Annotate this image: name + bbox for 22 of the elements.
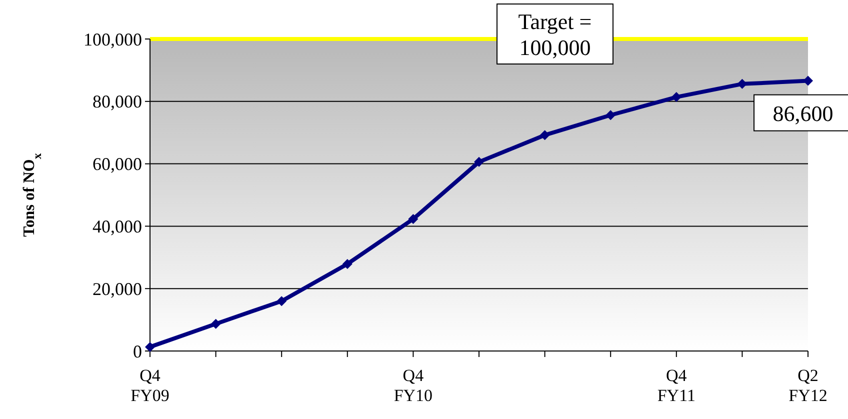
- point: [606, 110, 616, 120]
- point: [540, 130, 550, 140]
- y-tick-label: 20,000: [92, 278, 142, 299]
- x-tick-label: Q4 FY10: [394, 366, 433, 405]
- point: [145, 342, 155, 352]
- ref-line-label: Target = 100,000: [518, 9, 592, 60]
- point: [474, 156, 484, 167]
- point: [276, 296, 287, 306]
- x-tick-label: Q4 FY11: [657, 366, 696, 405]
- point: [342, 258, 352, 269]
- x-tick-label: Q2 FY12: [788, 366, 828, 405]
- y-tick-label: 40,000: [92, 216, 142, 236]
- y-tick-label: 0: [133, 341, 142, 362]
- point: [210, 318, 221, 329]
- point: [803, 76, 813, 86]
- y-tick-label: 60,000: [92, 154, 142, 174]
- x-tick-label: Q4 FY09: [130, 366, 170, 405]
- y-tick-label: 100,000: [84, 29, 142, 50]
- y-tick-label: 80,000: [92, 92, 142, 112]
- annotation: 86,600: [772, 100, 834, 126]
- point: [408, 214, 418, 224]
- point: [671, 92, 682, 102]
